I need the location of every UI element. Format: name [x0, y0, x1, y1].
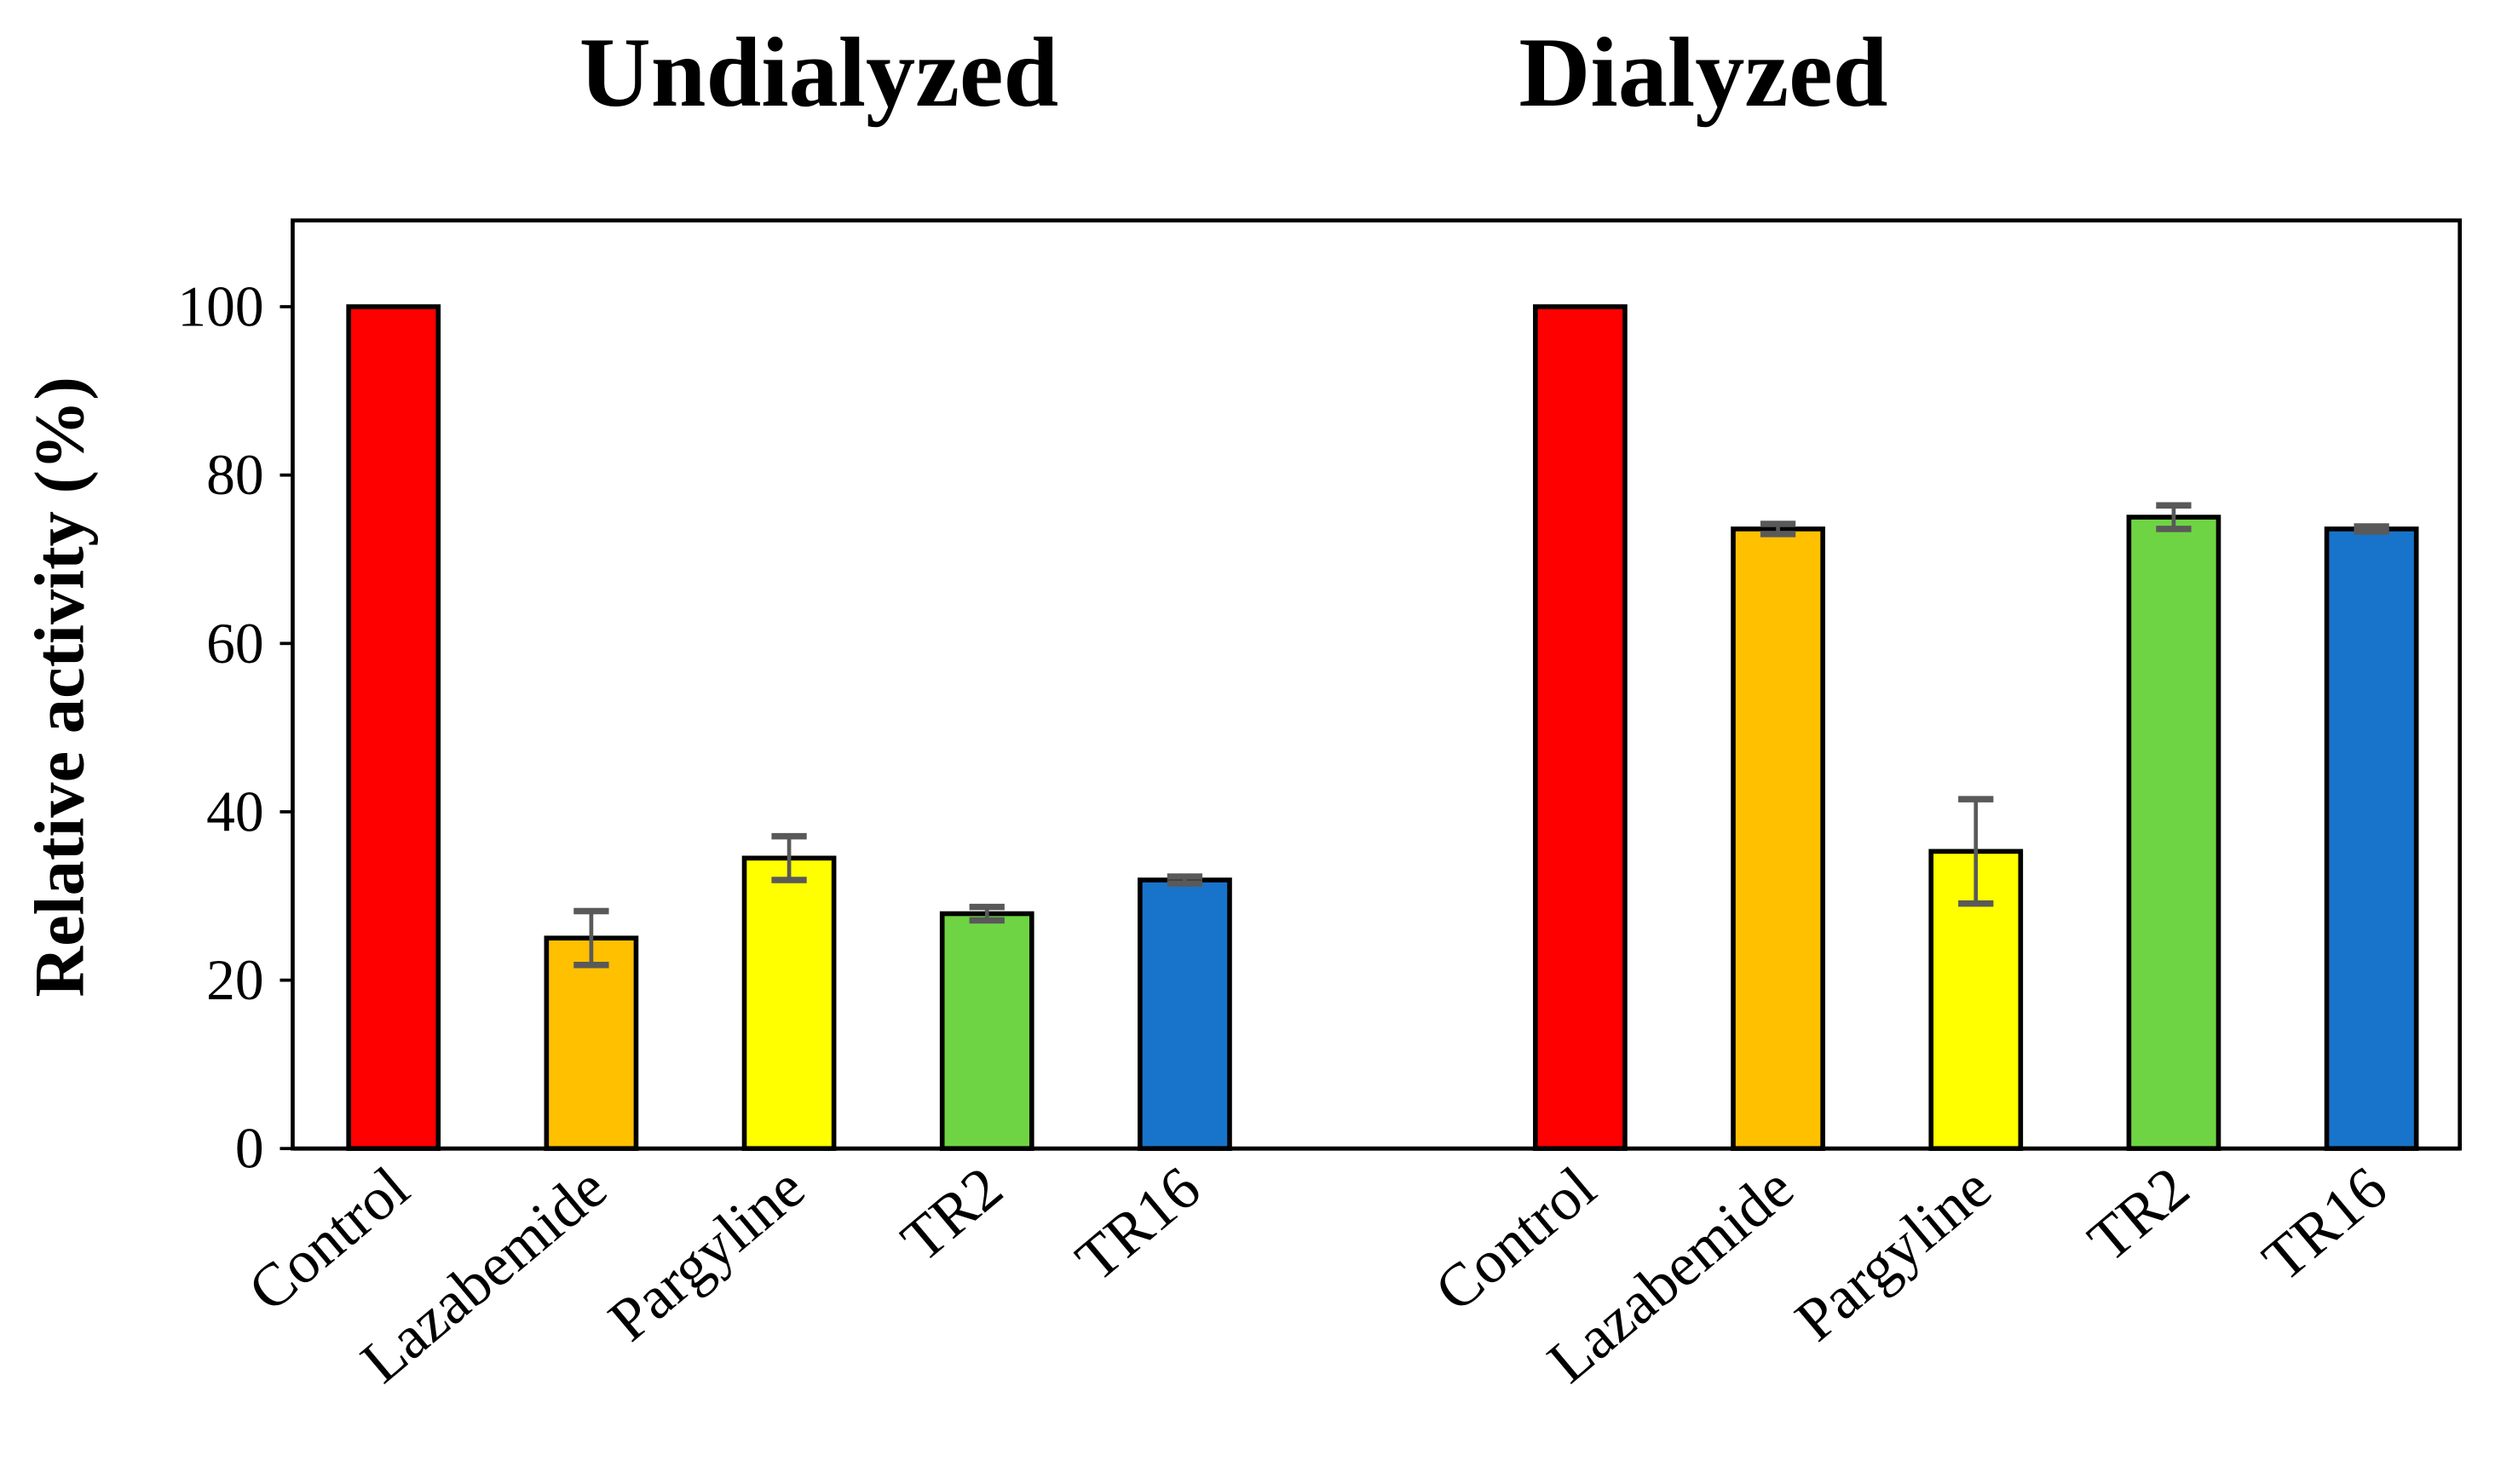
y-tick-label: 0 — [235, 1117, 264, 1181]
bar — [1731, 526, 1825, 1152]
bar — [1533, 304, 1628, 1152]
error-bar — [2156, 502, 2192, 532]
x-tick-label: TR16 — [2250, 1153, 2400, 1294]
group-title-dialyzed: Dialyzed — [1518, 18, 1887, 128]
x-tick-label: TR2 — [889, 1153, 1015, 1274]
x-tick-label: Pargyline — [1783, 1153, 2003, 1354]
error-bar — [1760, 521, 1796, 538]
group-title-undialyzed: Undialyzed — [579, 18, 1058, 128]
x-tick-label: TR16 — [1063, 1153, 1213, 1294]
x-tick-label: Control — [1423, 1153, 1609, 1324]
bar — [741, 855, 837, 1152]
error-bar — [969, 903, 1005, 924]
bar — [2126, 515, 2221, 1152]
bar — [544, 935, 639, 1152]
error-bar — [1167, 873, 1203, 887]
x-tick-label: TR2 — [2076, 1153, 2202, 1274]
bar — [2324, 526, 2419, 1152]
y-tick-label: 60 — [206, 612, 264, 676]
error-bar — [573, 907, 609, 969]
y-tick-label: 40 — [206, 779, 264, 843]
y-axis-label: Relative activity (%) — [20, 377, 99, 997]
bar — [939, 911, 1034, 1152]
y-tick-label: 80 — [206, 443, 264, 507]
error-bar — [2354, 523, 2389, 535]
y-tick-label: 100 — [177, 275, 263, 339]
bar — [346, 304, 441, 1152]
bar — [1138, 877, 1232, 1152]
error-bar — [1958, 796, 1994, 907]
error-bar — [771, 832, 807, 883]
x-tick-label: Pargyline — [596, 1153, 817, 1354]
y-tick-label: 20 — [206, 948, 264, 1012]
